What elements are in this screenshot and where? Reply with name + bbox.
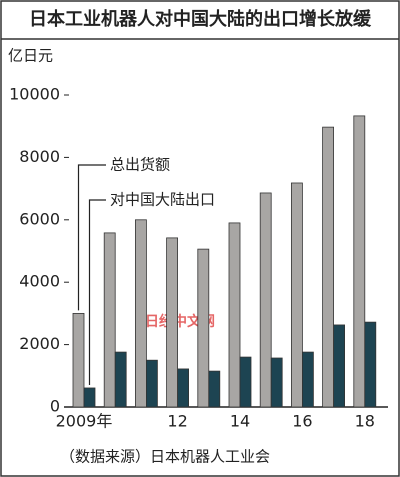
bar (166, 237, 179, 408)
bar (197, 248, 210, 408)
x-tick-label: 12 (167, 412, 187, 431)
bar (83, 387, 96, 408)
x-tick-label: 2009年 (56, 412, 113, 431)
bar (228, 222, 241, 408)
legend-leader (77, 164, 106, 311)
legend-label: 对中国大陆出口 (110, 191, 215, 209)
bar (72, 312, 85, 408)
y-tick-label: 0 (50, 397, 60, 416)
y-tick-label: 4000 (19, 272, 60, 291)
legend-leader (88, 199, 106, 385)
bar (270, 357, 283, 408)
y-tick-label: 6000 (19, 209, 60, 228)
y-tick-label: 8000 (19, 147, 60, 166)
bar (322, 126, 335, 408)
bar (103, 232, 116, 408)
bar (301, 351, 314, 408)
bar (114, 351, 127, 408)
y-axis-title: 亿日元 (8, 47, 53, 65)
bar (333, 324, 346, 408)
y-tick-label: 10000 (9, 85, 60, 104)
legend-label: 总出货额 (110, 156, 170, 174)
x-tick-label: 18 (355, 412, 375, 431)
bar (364, 321, 377, 408)
bar (259, 192, 272, 408)
bar (134, 219, 147, 408)
x-tick-label: 16 (292, 412, 312, 431)
bar (290, 182, 303, 408)
chart-title: 日本工业机器人对中国大陆的出口增长放缓 (29, 8, 372, 30)
source-note: （数据来源）日本机器人工业会 (60, 448, 270, 466)
bar (353, 115, 366, 408)
bar (177, 368, 190, 408)
bar (239, 356, 252, 408)
y-tick-label: 2000 (19, 334, 60, 353)
bar (208, 370, 221, 408)
x-tick-label: 14 (230, 412, 250, 431)
bar (145, 359, 158, 408)
